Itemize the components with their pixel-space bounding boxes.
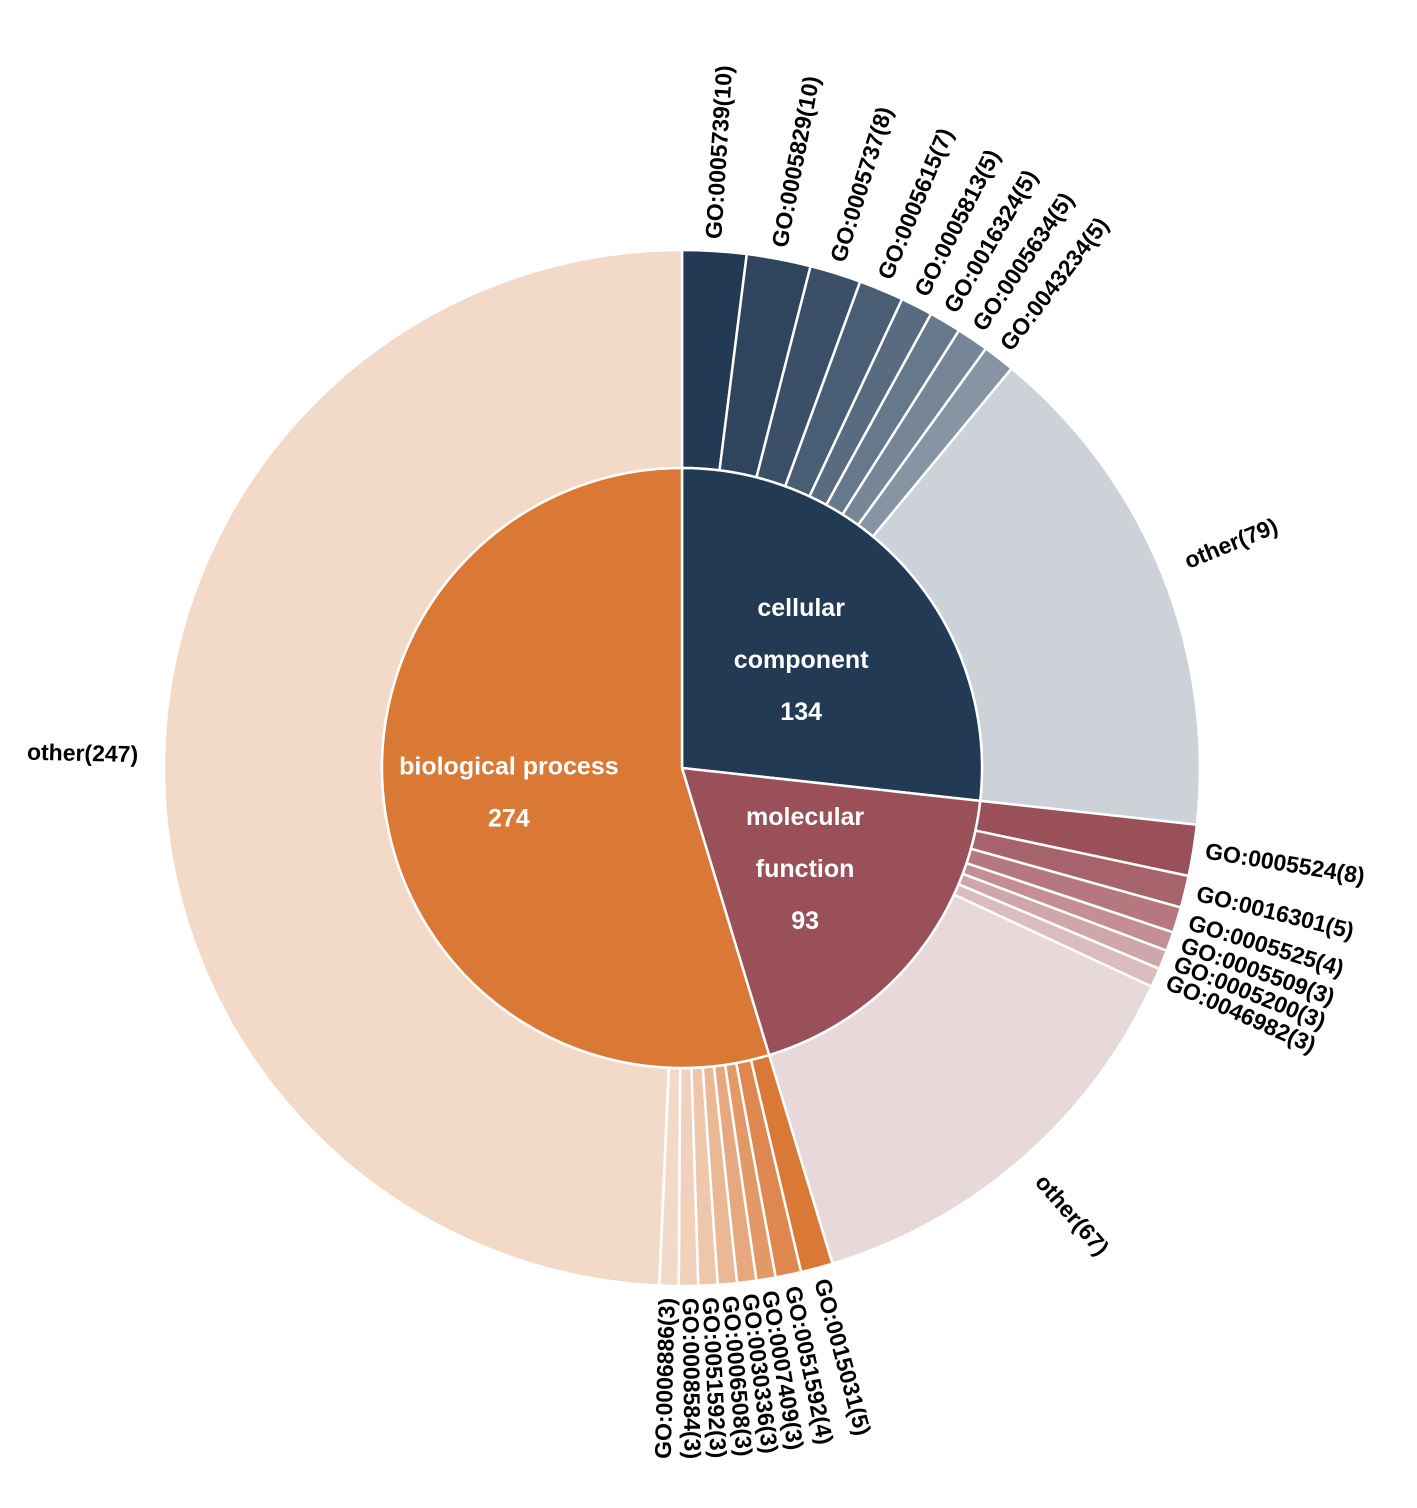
outer-label-molecular-function-0: GO:0005524(8) [1203, 838, 1366, 889]
inner-ring [380, 466, 984, 1070]
inner-slice-biological-process [380, 466, 771, 1070]
outer-labels: GO:0005739(10) GO:0005829(10) GO:0005737(8… [27, 65, 1367, 1460]
inner-slice-cellular-component [680, 466, 984, 803]
outer-label-cellular-component-1: GO:0005829(10) [766, 74, 824, 250]
outer-label-biological-process-6: GO:0008584(3) [678, 1298, 706, 1459]
inner-labels: cellular component 134 molecular function 93 b… [399, 594, 869, 935]
inner-label-cellular-component-line-0: cellular [757, 594, 845, 622]
inner-label-biological-process-line-1: 274 [488, 804, 530, 832]
outer-label-cellular-component-other: other(79) [1180, 513, 1281, 574]
inner-label-molecular-function-line-1: function [756, 855, 855, 883]
inner-slice-molecular-function [680, 766, 982, 1057]
outer-label-biological-process-other: other(247) [27, 739, 139, 767]
inner-label-cellular-component-line-1: component [734, 646, 869, 674]
inner-label-biological-process-line-0: biological process [399, 752, 619, 780]
inner-label-cellular-component-line-2: 134 [780, 698, 822, 726]
inner-label-molecular-function-line-0: molecular [746, 803, 864, 831]
inner-label-molecular-function-line-2: 93 [791, 907, 819, 935]
outer-label-molecular-function-other: other(67) [1030, 1169, 1114, 1260]
outer-label-biological-process-7: GO:0006886(3) [650, 1297, 680, 1459]
outer-label-cellular-component-0: GO:0005739(10) [700, 65, 737, 240]
